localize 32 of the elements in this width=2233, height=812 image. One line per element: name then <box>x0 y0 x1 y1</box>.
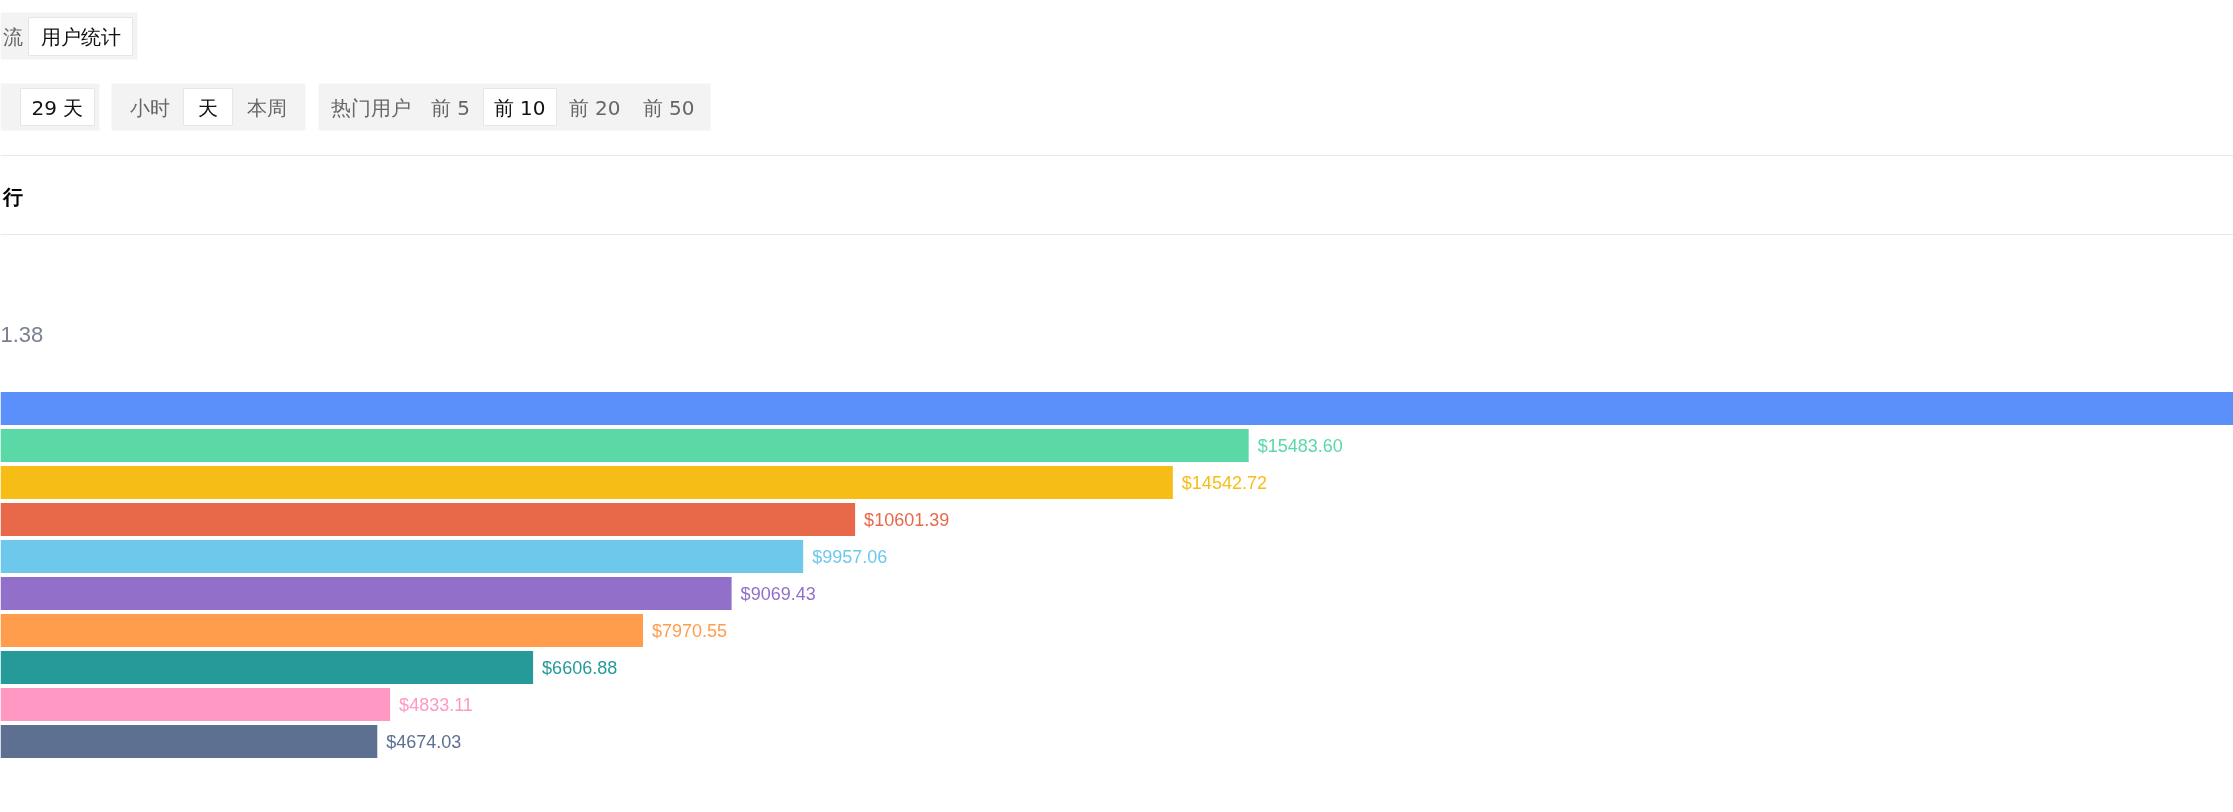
data-label: $9957.06 <box>812 546 888 567</box>
data-label: $15483.60 <box>1257 435 1343 456</box>
bar <box>0 651 534 684</box>
bar <box>0 614 644 647</box>
bar <box>0 392 2233 425</box>
text: 流 <box>2 24 23 49</box>
text: 前 10 <box>493 95 546 120</box>
text: 小时 <box>129 95 170 120</box>
text: 前 5 <box>430 95 471 120</box>
bar <box>0 503 856 536</box>
text: 热门用户 <box>330 95 411 120</box>
bar <box>0 725 378 758</box>
text: 天 <box>197 95 218 120</box>
text: 前 50 <box>642 95 695 120</box>
text: 本周 <box>246 95 287 120</box>
text: 用户统计 <box>40 24 121 49</box>
text: 前 20 <box>568 95 621 120</box>
bar <box>0 466 1173 499</box>
data-label: $9069.43 <box>740 583 816 604</box>
data-label: $10601.39 <box>864 509 950 530</box>
text: 29 天 <box>31 95 84 120</box>
chart-subtitle: 1.38 <box>0 322 44 347</box>
bar <box>0 540 804 573</box>
data-label: $4674.03 <box>386 731 462 752</box>
data-label: $6606.88 <box>542 657 618 678</box>
bar <box>0 688 391 721</box>
data-label: $4833.11 <box>399 694 473 715</box>
chart-title: 行 <box>1 184 23 209</box>
data-label: $14542.72 <box>1181 472 1267 493</box>
data-label: $7970.55 <box>652 620 728 641</box>
bar <box>0 429 1249 462</box>
bar <box>0 577 732 610</box>
